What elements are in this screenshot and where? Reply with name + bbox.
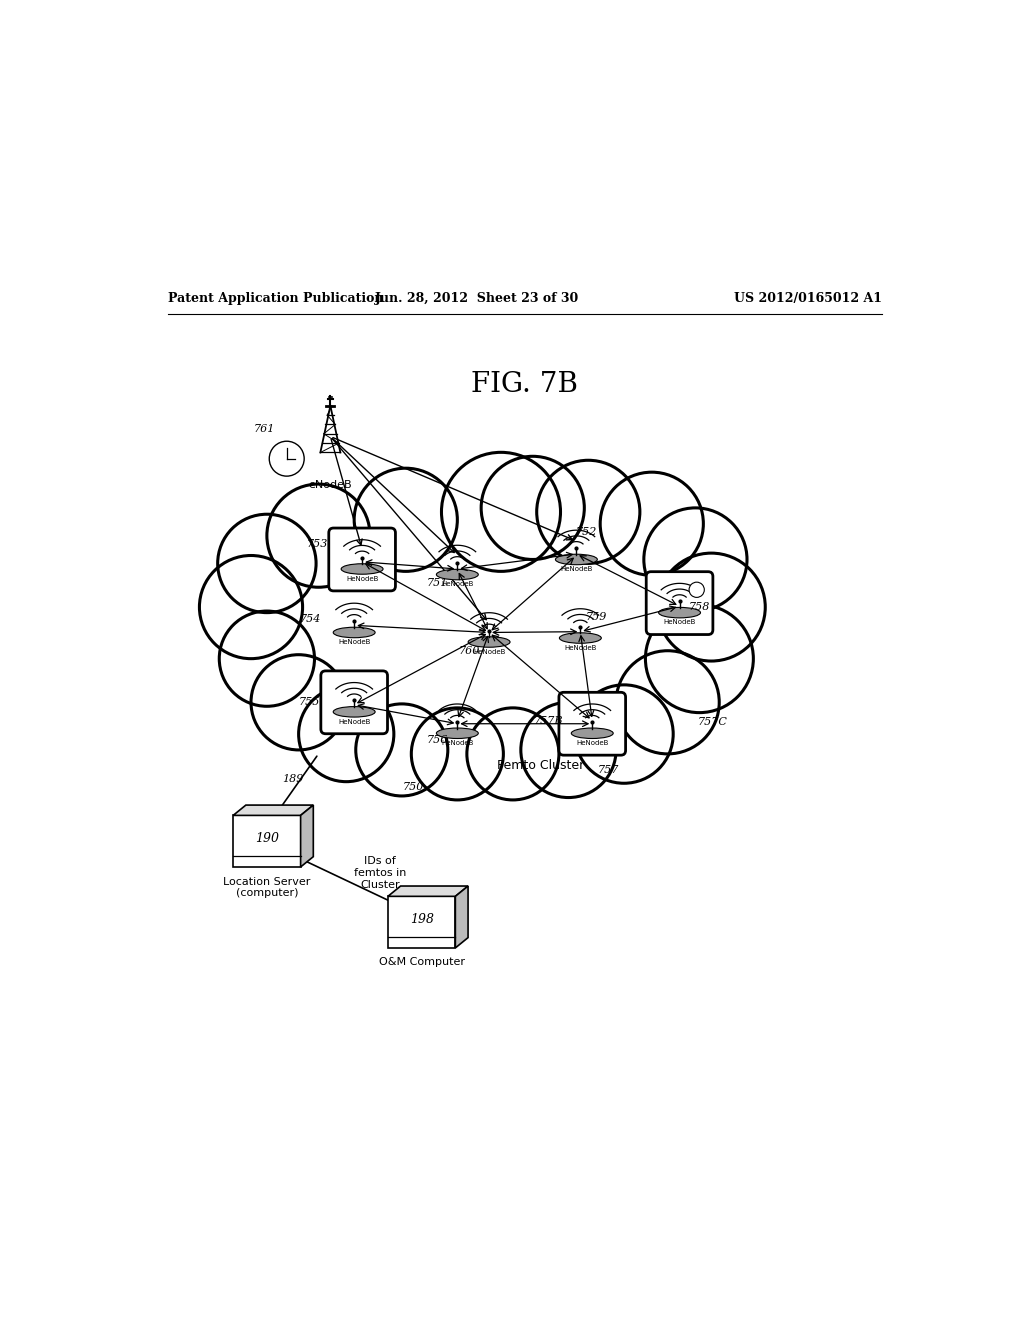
Text: HeNodeB: HeNodeB bbox=[441, 581, 473, 587]
Text: 189: 189 bbox=[283, 775, 304, 784]
Text: 755: 755 bbox=[298, 697, 319, 708]
Ellipse shape bbox=[436, 729, 478, 738]
Circle shape bbox=[644, 508, 748, 611]
Polygon shape bbox=[388, 886, 468, 896]
Circle shape bbox=[689, 582, 705, 598]
FancyBboxPatch shape bbox=[329, 528, 395, 591]
Circle shape bbox=[600, 473, 703, 576]
FancyBboxPatch shape bbox=[646, 572, 713, 635]
Text: 190: 190 bbox=[255, 832, 279, 845]
Circle shape bbox=[412, 708, 504, 800]
Text: 757: 757 bbox=[597, 764, 618, 775]
Text: eNodeB: eNodeB bbox=[308, 480, 352, 490]
Circle shape bbox=[251, 655, 346, 750]
Polygon shape bbox=[233, 805, 313, 816]
Circle shape bbox=[657, 553, 765, 661]
FancyBboxPatch shape bbox=[559, 692, 626, 755]
Circle shape bbox=[441, 453, 560, 572]
Circle shape bbox=[218, 515, 316, 612]
Text: FIG. 7B: FIG. 7B bbox=[471, 371, 579, 399]
Polygon shape bbox=[251, 508, 712, 754]
Text: 759: 759 bbox=[586, 612, 607, 623]
Circle shape bbox=[537, 461, 640, 564]
Circle shape bbox=[299, 686, 394, 781]
Text: 198: 198 bbox=[410, 913, 433, 927]
Text: 753: 753 bbox=[306, 539, 328, 549]
Text: HeNodeB: HeNodeB bbox=[338, 639, 371, 645]
Circle shape bbox=[200, 556, 303, 659]
Polygon shape bbox=[233, 816, 301, 867]
Text: 751: 751 bbox=[427, 578, 449, 589]
Circle shape bbox=[574, 685, 673, 783]
Circle shape bbox=[616, 651, 719, 754]
Circle shape bbox=[219, 611, 314, 706]
Text: 761: 761 bbox=[254, 424, 274, 433]
Ellipse shape bbox=[555, 554, 597, 565]
Text: HeNodeB: HeNodeB bbox=[560, 566, 593, 572]
Text: HeNodeB: HeNodeB bbox=[346, 576, 378, 582]
Text: Femto Cluster: Femto Cluster bbox=[497, 759, 585, 772]
Text: 750: 750 bbox=[403, 783, 424, 792]
Circle shape bbox=[269, 441, 304, 477]
Text: HeNodeB: HeNodeB bbox=[577, 741, 608, 746]
Polygon shape bbox=[301, 805, 313, 867]
Text: Jun. 28, 2012  Sheet 23 of 30: Jun. 28, 2012 Sheet 23 of 30 bbox=[375, 292, 580, 305]
Text: Patent Application Publication: Patent Application Publication bbox=[168, 292, 383, 305]
Text: HeNodeB: HeNodeB bbox=[338, 718, 371, 725]
Circle shape bbox=[481, 457, 585, 560]
Ellipse shape bbox=[333, 706, 375, 717]
Text: 756: 756 bbox=[427, 735, 449, 746]
Ellipse shape bbox=[436, 569, 478, 579]
Ellipse shape bbox=[468, 636, 510, 647]
Text: Location Server
(computer): Location Server (computer) bbox=[223, 876, 310, 898]
Ellipse shape bbox=[658, 607, 700, 618]
Circle shape bbox=[467, 708, 559, 800]
Text: US 2012/0165012 A1: US 2012/0165012 A1 bbox=[734, 292, 882, 305]
Circle shape bbox=[521, 702, 616, 797]
Text: HeNodeB: HeNodeB bbox=[664, 619, 695, 626]
Text: IDs of
femtos in
Cluster: IDs of femtos in Cluster bbox=[354, 857, 407, 890]
Ellipse shape bbox=[559, 632, 601, 643]
Text: 752: 752 bbox=[577, 527, 597, 537]
FancyBboxPatch shape bbox=[321, 671, 387, 734]
Polygon shape bbox=[456, 886, 468, 948]
Text: 758: 758 bbox=[689, 602, 710, 612]
Circle shape bbox=[355, 704, 447, 796]
Text: 757C: 757C bbox=[697, 717, 728, 727]
Circle shape bbox=[267, 484, 370, 587]
Ellipse shape bbox=[571, 729, 613, 738]
Circle shape bbox=[354, 469, 458, 572]
Text: 760: 760 bbox=[459, 645, 480, 656]
Text: O&M Computer: O&M Computer bbox=[379, 957, 465, 968]
Ellipse shape bbox=[341, 564, 383, 574]
Text: 754: 754 bbox=[300, 614, 322, 624]
Text: 757B: 757B bbox=[534, 715, 563, 726]
Text: HeNodeB: HeNodeB bbox=[473, 648, 505, 655]
Ellipse shape bbox=[333, 627, 375, 638]
Polygon shape bbox=[388, 896, 456, 948]
Circle shape bbox=[645, 605, 754, 713]
Text: HeNodeB: HeNodeB bbox=[564, 644, 597, 651]
Text: HeNodeB: HeNodeB bbox=[441, 741, 473, 746]
